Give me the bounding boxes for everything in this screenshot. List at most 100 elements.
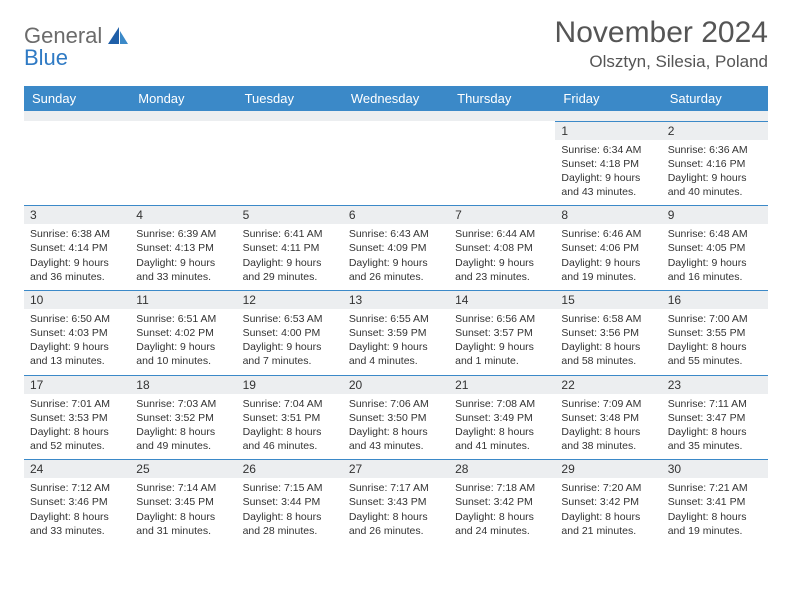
- sunrise-text: Sunrise: 6:48 AM: [668, 227, 762, 241]
- daylight-text: Daylight: 9 hours and 33 minutes.: [136, 256, 230, 284]
- day-info: Sunrise: 6:58 AMSunset: 3:56 PMDaylight:…: [555, 309, 661, 375]
- day-info: Sunrise: 6:43 AMSunset: 4:09 PMDaylight:…: [343, 224, 449, 290]
- daylight-text: Daylight: 8 hours and 19 minutes.: [668, 510, 762, 538]
- day-cell: 21Sunrise: 7:08 AMSunset: 3:49 PMDayligh…: [449, 375, 555, 460]
- sunset-text: Sunset: 4:02 PM: [136, 326, 230, 340]
- day-info: Sunrise: 6:56 AMSunset: 3:57 PMDaylight:…: [449, 309, 555, 375]
- day-cell: 10Sunrise: 6:50 AMSunset: 4:03 PMDayligh…: [24, 290, 130, 375]
- sunrise-text: Sunrise: 7:06 AM: [349, 397, 443, 411]
- day-info: Sunrise: 7:00 AMSunset: 3:55 PMDaylight:…: [662, 309, 768, 375]
- daylight-text: Daylight: 9 hours and 26 minutes.: [349, 256, 443, 284]
- day-number: 26: [237, 460, 343, 478]
- sunset-text: Sunset: 4:18 PM: [561, 157, 655, 171]
- day-cell: 6Sunrise: 6:43 AMSunset: 4:09 PMDaylight…: [343, 206, 449, 291]
- sunset-text: Sunset: 3:42 PM: [561, 495, 655, 509]
- day-cell: 19Sunrise: 7:04 AMSunset: 3:51 PMDayligh…: [237, 375, 343, 460]
- day-number: 11: [130, 291, 236, 309]
- weekday-header-row: Sunday Monday Tuesday Wednesday Thursday…: [24, 86, 768, 111]
- calendar-table: Sunday Monday Tuesday Wednesday Thursday…: [24, 86, 768, 544]
- sunset-text: Sunset: 3:55 PM: [668, 326, 762, 340]
- day-info: Sunrise: 6:48 AMSunset: 4:05 PMDaylight:…: [662, 224, 768, 290]
- day-cell: 4Sunrise: 6:39 AMSunset: 4:13 PMDaylight…: [130, 206, 236, 291]
- daylight-text: Daylight: 8 hours and 28 minutes.: [243, 510, 337, 538]
- day-info: Sunrise: 6:38 AMSunset: 4:14 PMDaylight:…: [24, 224, 130, 290]
- empty-cell: [130, 121, 236, 206]
- day-cell: 27Sunrise: 7:17 AMSunset: 3:43 PMDayligh…: [343, 460, 449, 544]
- daylight-text: Daylight: 9 hours and 10 minutes.: [136, 340, 230, 368]
- sunrise-text: Sunrise: 7:09 AM: [561, 397, 655, 411]
- sunrise-text: Sunrise: 7:18 AM: [455, 481, 549, 495]
- sunset-text: Sunset: 3:56 PM: [561, 326, 655, 340]
- sunset-text: Sunset: 3:45 PM: [136, 495, 230, 509]
- day-info: Sunrise: 7:06 AMSunset: 3:50 PMDaylight:…: [343, 394, 449, 460]
- sunset-text: Sunset: 4:16 PM: [668, 157, 762, 171]
- daylight-text: Daylight: 8 hours and 38 minutes.: [561, 425, 655, 453]
- sunset-text: Sunset: 4:00 PM: [243, 326, 337, 340]
- day-number: 24: [24, 460, 130, 478]
- dow-friday: Friday: [555, 86, 661, 111]
- daylight-text: Daylight: 9 hours and 16 minutes.: [668, 256, 762, 284]
- day-info: Sunrise: 6:51 AMSunset: 4:02 PMDaylight:…: [130, 309, 236, 375]
- sunset-text: Sunset: 3:43 PM: [349, 495, 443, 509]
- sunset-text: Sunset: 3:57 PM: [455, 326, 549, 340]
- day-info: Sunrise: 7:08 AMSunset: 3:49 PMDaylight:…: [449, 394, 555, 460]
- day-number: 20: [343, 376, 449, 394]
- day-number: 2: [662, 122, 768, 140]
- empty-cell: [24, 121, 130, 206]
- day-cell: 20Sunrise: 7:06 AMSunset: 3:50 PMDayligh…: [343, 375, 449, 460]
- day-info: Sunrise: 6:36 AMSunset: 4:16 PMDaylight:…: [662, 140, 768, 206]
- week-row: 10Sunrise: 6:50 AMSunset: 4:03 PMDayligh…: [24, 290, 768, 375]
- week-row: 24 Sunrise: 7:12 AMSunset: 3:46 PM Dayligh…: [24, 460, 768, 544]
- sunset-text: Sunset: 3:52 PM: [136, 411, 230, 425]
- day-number: 9: [662, 206, 768, 224]
- sunset-text: Sunset: 3:59 PM: [349, 326, 443, 340]
- sunset-text: Sunset: 3:42 PM: [455, 495, 549, 509]
- dow-monday: Monday: [130, 86, 236, 111]
- sunrise-text: Sunrise: 6:34 AM: [561, 143, 655, 157]
- day-info: Sunrise: 7:21 AMSunset: 3:41 PMDaylight:…: [662, 478, 768, 544]
- sunrise-text: Sunrise: 7:08 AM: [455, 397, 549, 411]
- sunrise-text: Sunrise: 7:17 AM: [349, 481, 443, 495]
- sunrise-text: Sunrise: 6:58 AM: [561, 312, 655, 326]
- day-cell: 1Sunrise: 6:34 AMSunset: 4:18 PMDaylight…: [555, 121, 661, 206]
- day-cell: 12Sunrise: 6:53 AMSunset: 4:00 PMDayligh…: [237, 290, 343, 375]
- daylight-text: Daylight: 9 hours and 29 minutes.: [243, 256, 337, 284]
- dow-thursday: Thursday: [449, 86, 555, 111]
- day-number: 12: [237, 291, 343, 309]
- sunset-text: Sunset: 4:13 PM: [136, 241, 230, 255]
- daylight-text: Daylight: 8 hours and 35 minutes.: [668, 425, 762, 453]
- sunset-text: Sunset: 3:46 PM: [30, 495, 124, 509]
- sunset-text: Sunset: 4:05 PM: [668, 241, 762, 255]
- daylight-text: Daylight: 9 hours and 1 minute.: [455, 340, 549, 368]
- sunrise-text: Sunrise: 6:41 AM: [243, 227, 337, 241]
- day-cell: 8Sunrise: 6:46 AMSunset: 4:06 PMDaylight…: [555, 206, 661, 291]
- day-info: Sunrise: 7:09 AMSunset: 3:48 PMDaylight:…: [555, 394, 661, 460]
- day-number: 6: [343, 206, 449, 224]
- empty-cell: [237, 121, 343, 206]
- day-info: Sunrise: 7:20 AMSunset: 3:42 PMDaylight:…: [555, 478, 661, 544]
- daylight-text: Daylight: 8 hours and 26 minutes.: [349, 510, 443, 538]
- week-row: 17Sunrise: 7:01 AMSunset: 3:53 PMDayligh…: [24, 375, 768, 460]
- day-cell: 5Sunrise: 6:41 AMSunset: 4:11 PMDaylight…: [237, 206, 343, 291]
- day-cell: 17Sunrise: 7:01 AMSunset: 3:53 PMDayligh…: [24, 375, 130, 460]
- day-info: Sunrise: 7:17 AMSunset: 3:43 PMDaylight:…: [343, 478, 449, 544]
- sunset-text: Sunset: 4:11 PM: [243, 241, 337, 255]
- dow-sunday: Sunday: [24, 86, 130, 111]
- calendar-body: 1Sunrise: 6:34 AMSunset: 4:18 PMDaylight…: [24, 121, 768, 544]
- daylight-text: Daylight: 8 hours and 58 minutes.: [561, 340, 655, 368]
- day-number: 19: [237, 376, 343, 394]
- daylight-text: Daylight: 9 hours and 40 minutes.: [668, 171, 762, 199]
- day-cell: 26Sunrise: 7:15 AMSunset: 3:44 PMDayligh…: [237, 460, 343, 544]
- sunrise-text: Sunrise: 7:21 AM: [668, 481, 762, 495]
- sunrise-text: Sunrise: 7:20 AM: [561, 481, 655, 495]
- day-number: 21: [449, 376, 555, 394]
- day-number: 29: [555, 460, 661, 478]
- daylight-text: Daylight: 8 hours and 52 minutes.: [30, 425, 124, 453]
- day-number: 4: [130, 206, 236, 224]
- day-cell: 13Sunrise: 6:55 AMSunset: 3:59 PMDayligh…: [343, 290, 449, 375]
- sunrise-text: Sunrise: 7:12 AM: [30, 481, 124, 495]
- sunrise-text: Sunrise: 7:11 AM: [668, 397, 762, 411]
- sunrise-text: Sunrise: 7:04 AM: [243, 397, 337, 411]
- day-info: Sunrise: 7:14 AMSunset: 3:45 PMDaylight:…: [130, 478, 236, 544]
- daylight-text: Daylight: 8 hours and 24 minutes.: [455, 510, 549, 538]
